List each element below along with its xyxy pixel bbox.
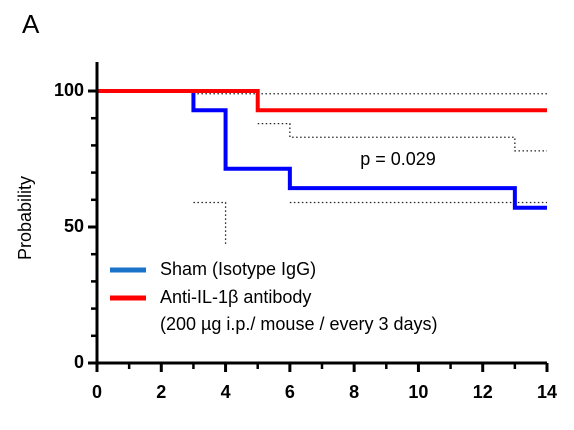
y-tick-label: 0 — [74, 352, 84, 372]
y-tick-label: 50 — [64, 216, 84, 236]
annotation: p = 0.029 — [360, 149, 436, 169]
ci-line — [193, 201, 227, 247]
x-tick-label: 8 — [349, 382, 359, 402]
x-tick-label: 12 — [473, 382, 493, 402]
x-tick-label: 14 — [537, 382, 557, 402]
legend-label: Anti-IL-1β antibody — [160, 287, 311, 307]
legend-note: (200 µg i.p./ mouse / every 3 days) — [160, 314, 438, 334]
survival-line — [97, 89, 547, 210]
ci-line — [257, 122, 547, 152]
x-tick-label: 0 — [92, 382, 102, 402]
x-tick-label: 6 — [285, 382, 295, 402]
survival-line — [97, 89, 547, 113]
panel-label: A — [22, 9, 40, 39]
x-tick-label: 4 — [221, 382, 231, 402]
y-axis-label: Probability — [15, 176, 35, 260]
x-tick-label: 2 — [156, 382, 166, 402]
x-tick-label: 10 — [408, 382, 428, 402]
legend-label: Sham (Isotype IgG) — [160, 259, 316, 279]
y-tick-label: 100 — [54, 80, 84, 100]
